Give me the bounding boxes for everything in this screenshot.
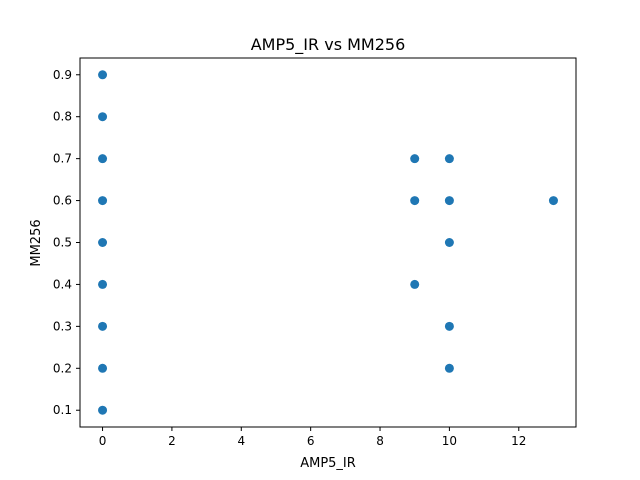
data-point: [98, 363, 108, 373]
y-tick-label: 0.2: [53, 361, 72, 375]
y-tick-label: 0.9: [53, 68, 72, 82]
x-tick-label: 0: [99, 434, 107, 448]
data-point: [98, 70, 108, 80]
data-point: [444, 196, 454, 206]
x-tick-label: 6: [307, 434, 315, 448]
data-point: [548, 196, 558, 206]
data-point: [444, 238, 454, 247]
y-tick-label: 0.6: [53, 194, 72, 208]
y-tick-label: 0.8: [53, 110, 72, 124]
x-tick-label: 2: [168, 434, 176, 448]
y-tick-label: 0.4: [53, 277, 72, 291]
x-tick-label: 4: [237, 434, 245, 448]
data-point: [410, 279, 420, 289]
x-axis-ticks: 0 2 4 6 8 10 12: [99, 427, 526, 448]
y-tick-label: 0.5: [53, 236, 72, 250]
data-point: [410, 154, 420, 164]
x-tick-label: 8: [376, 434, 384, 448]
y-axis-label: MM256: [29, 219, 44, 266]
x-tick-label: 10: [442, 434, 457, 448]
y-tick-label: 0.3: [53, 319, 72, 333]
y-tick-label: 0.7: [53, 152, 72, 166]
data-point: [98, 196, 108, 206]
plot-frame: [79, 57, 577, 428]
y-tick-label: 0.1: [53, 403, 72, 417]
data-point: [444, 363, 454, 373]
y-axis-ticks: 0.1 0.2 0.3 0.4 0.5 0.6 0.7 0.8 0.9: [53, 68, 80, 417]
data-point: [98, 154, 108, 164]
x-axis-label: AMP5_IR: [300, 456, 356, 471]
data-point: [444, 154, 454, 164]
data-point: [98, 112, 108, 122]
data-point: [98, 279, 108, 289]
data-point: [98, 405, 108, 415]
data-point: [410, 196, 420, 206]
data-point: [98, 321, 108, 331]
points-layer: [98, 70, 558, 415]
chart-title: AMP5_IR vs MM256: [251, 35, 406, 55]
data-point: [98, 238, 108, 247]
data-point: [444, 321, 454, 331]
x-tick-label: 12: [511, 434, 526, 448]
plot-area: [80, 58, 576, 427]
